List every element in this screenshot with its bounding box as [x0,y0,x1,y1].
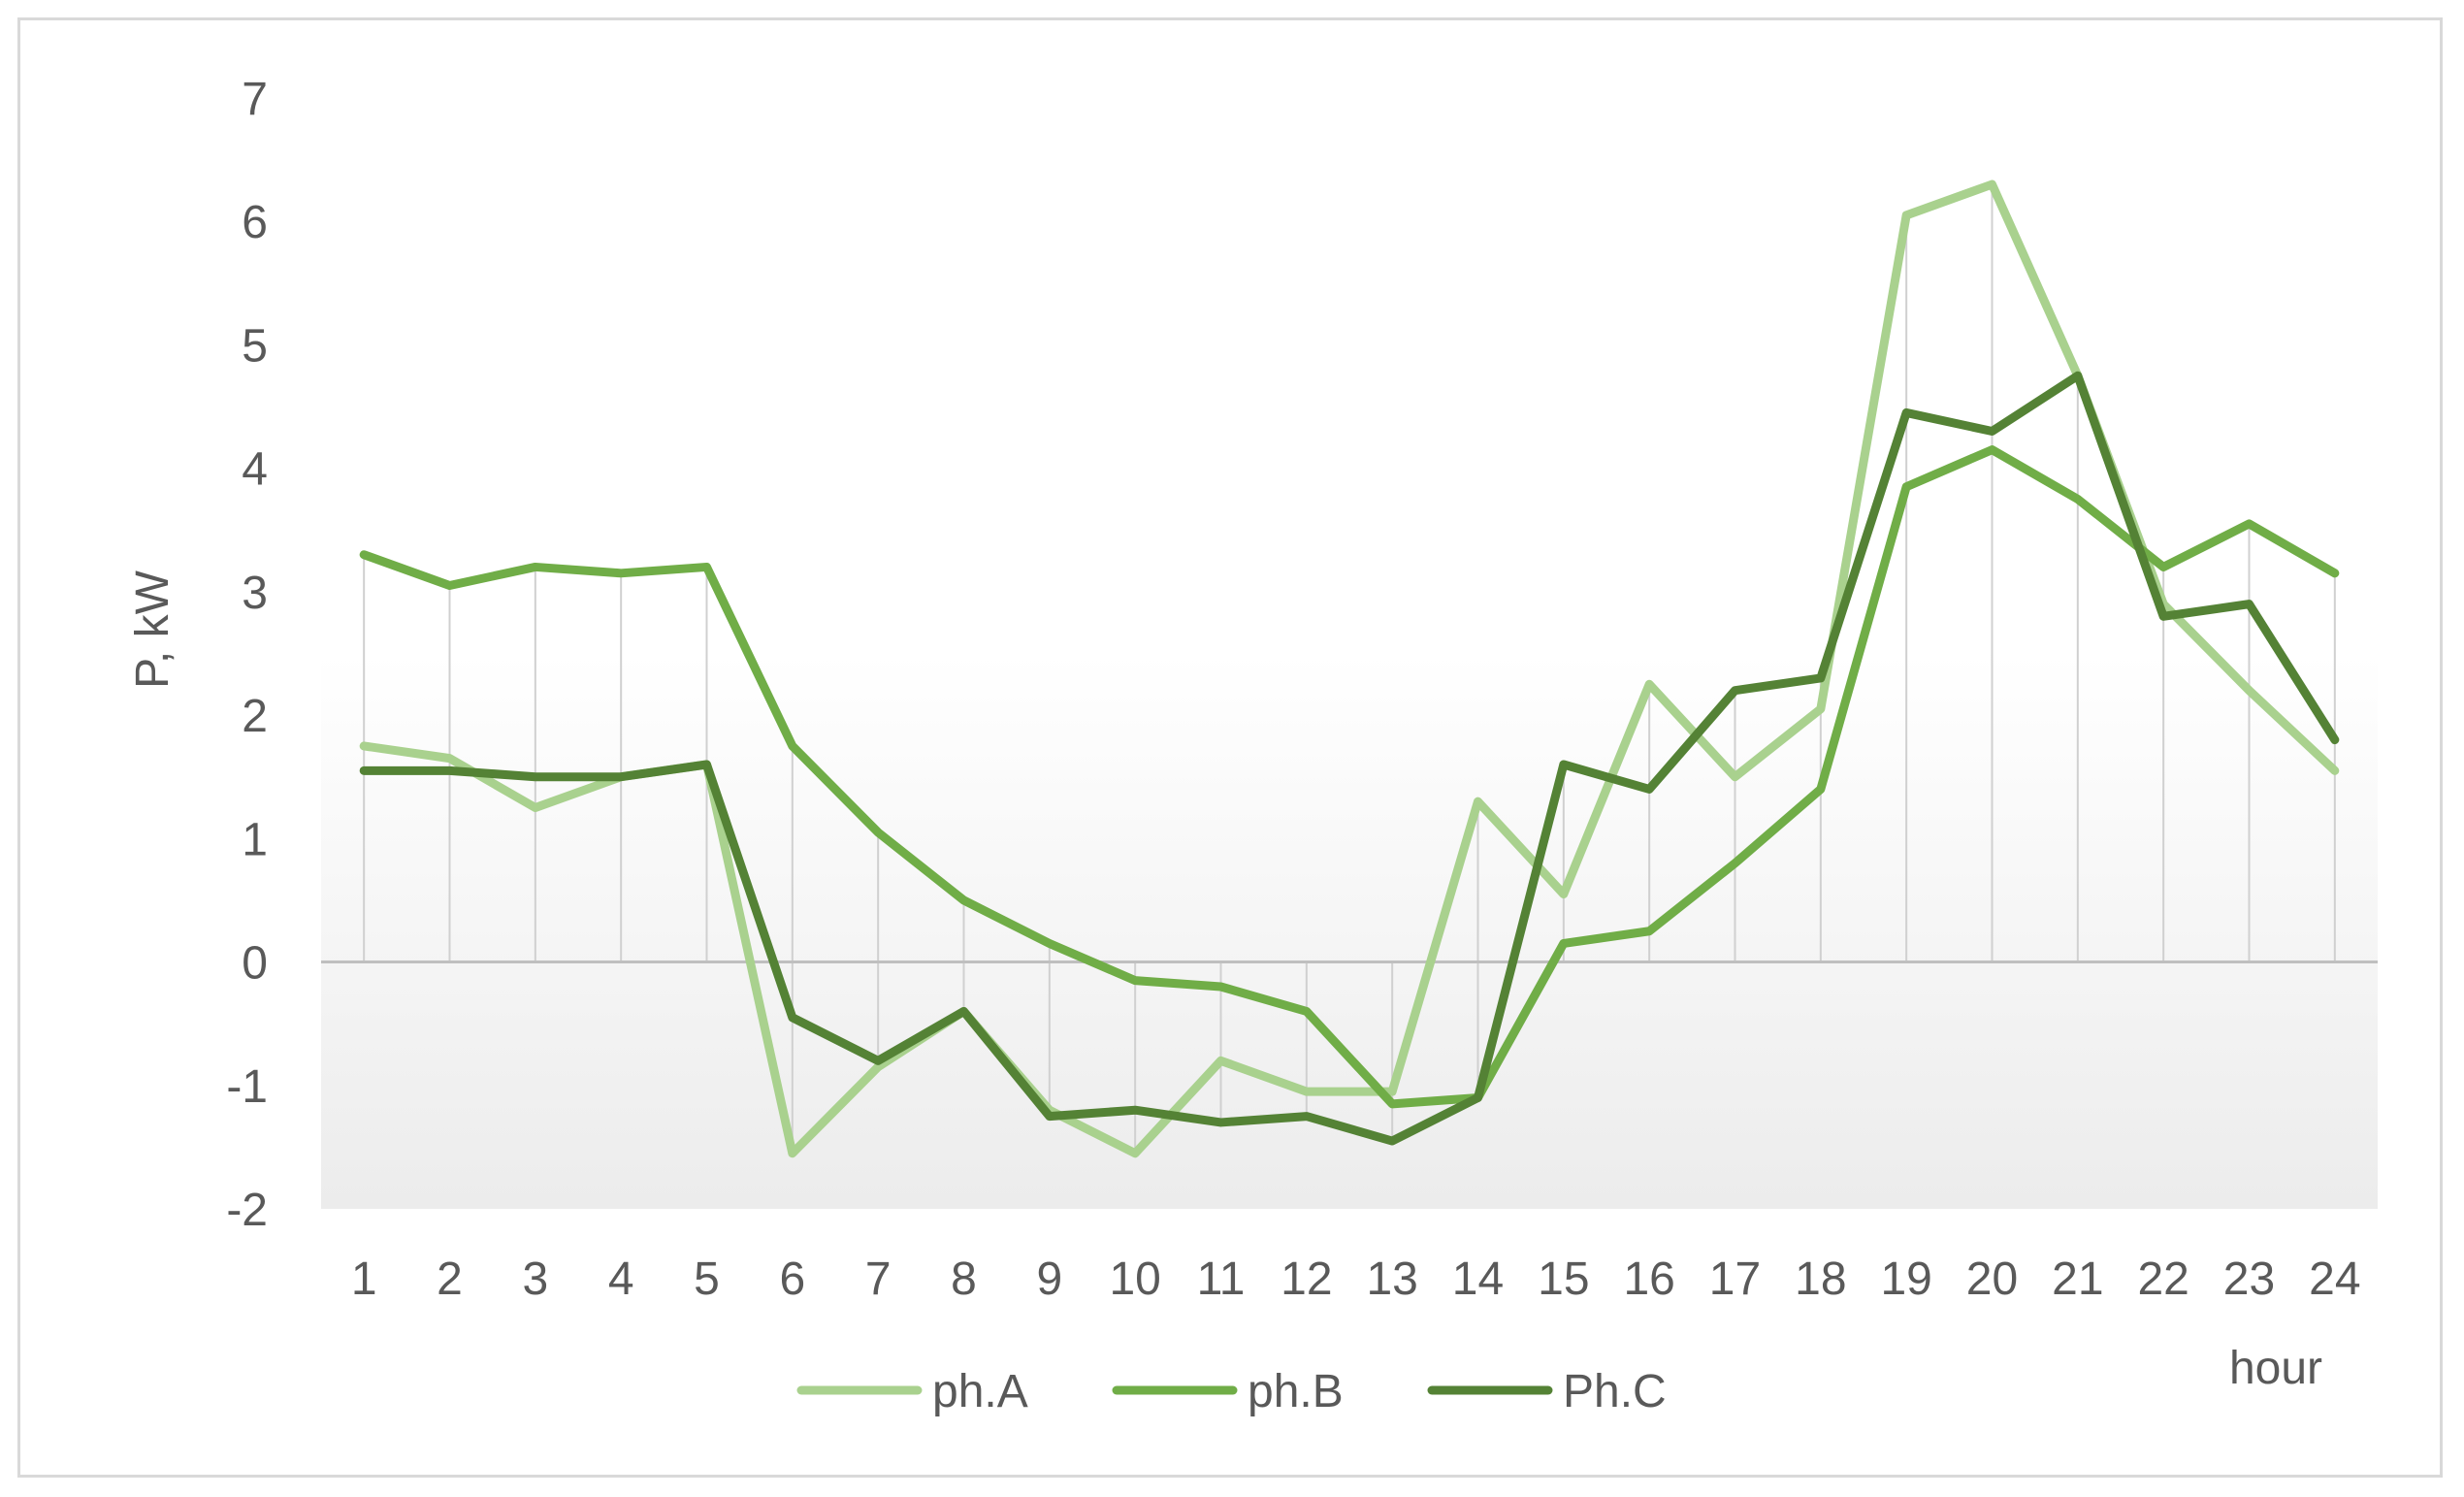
x-tick-label: 6 [779,1253,805,1305]
x-tick-label: 2 [437,1253,463,1305]
series-lines [359,179,2340,1158]
x-tick-label: 8 [951,1253,977,1305]
series-line-ph-c [359,371,2340,1146]
x-tick-label: 16 [1623,1253,1674,1305]
x-tick-label: 18 [1795,1253,1846,1305]
legend: ph.A ph.B Ph.C [796,1366,1667,1417]
y-tick-label: 3 [242,568,268,619]
x-tick-label: 9 [1036,1253,1062,1305]
x-tick-label: 20 [1966,1253,2018,1305]
y-tick-label: 5 [242,320,268,372]
x-tick-label: 23 [2223,1253,2275,1305]
x-axis-title: hour [2229,1343,2322,1394]
x-tick-label: 13 [1366,1253,1417,1305]
x-tick-label: 5 [694,1253,720,1305]
drop-lines [363,184,2336,1154]
x-tick-label: 1 [351,1253,377,1305]
y-axis-ticks: -2 -1 0 1 2 3 4 5 6 7 [226,74,268,1236]
legend-label: Ph.C [1563,1366,1667,1417]
y-axis-title: P, kW [127,570,178,689]
plot-area-background [321,98,2378,1209]
x-tick-label: 22 [2137,1253,2188,1305]
x-tick-label: 10 [1109,1253,1160,1305]
x-tick-label: 14 [1452,1253,1504,1305]
x-tick-label: 7 [865,1253,892,1305]
x-tick-label: 21 [2052,1253,2103,1305]
y-tick-label: 6 [242,197,268,248]
y-tick-label: 4 [242,444,268,496]
x-tick-label: 19 [1880,1253,1931,1305]
y-tick-label: 7 [242,74,268,125]
x-tick-label: 17 [1709,1253,1761,1305]
y-tick-label: 1 [242,814,268,865]
series-line-ph-b [359,445,2340,1109]
x-tick-label: 15 [1538,1253,1589,1305]
chart-frame: -2 -1 0 1 2 3 4 5 6 7 1 2 3 4 5 6 7 8 9 10 11 12 13 14 15 16 17 18… [17,17,2443,1478]
x-tick-label: 4 [608,1253,634,1305]
x-axis-ticks: 1 2 3 4 5 6 7 8 9 10 11 12 13 14 15 16 17 18 19 20 21 22 23 24 [351,1253,2361,1305]
x-tick-label: 11 [1197,1253,1246,1305]
y-tick-label: 2 [242,691,268,742]
x-tick-label: 24 [2309,1253,2360,1305]
y-tick-label: -1 [226,1061,268,1113]
x-tick-label: 12 [1281,1253,1332,1305]
x-tick-label: 3 [522,1253,548,1305]
y-tick-label: -2 [226,1185,268,1236]
legend-label: ph.A [932,1366,1028,1417]
y-tick-label: 0 [242,938,268,990]
legend-label: ph.B [1248,1366,1344,1417]
